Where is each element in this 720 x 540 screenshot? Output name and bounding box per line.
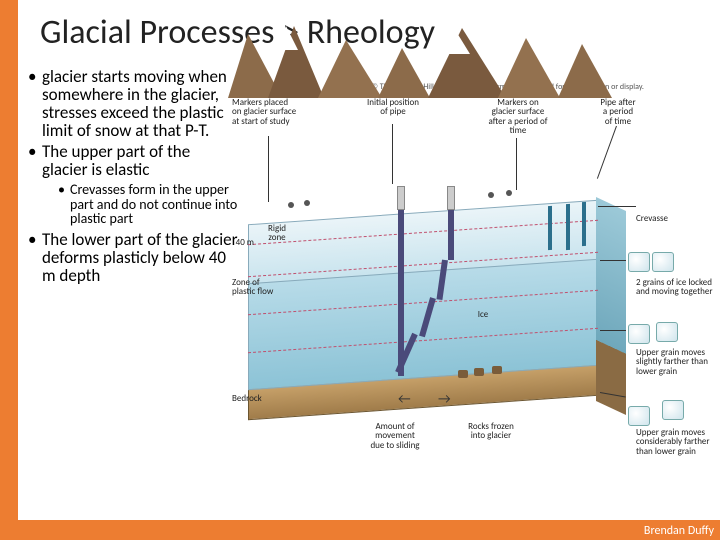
marker-2 <box>304 200 310 206</box>
rock-1 <box>458 370 468 378</box>
bullet-2: The upper part of the glacier is elastic… <box>28 143 238 227</box>
pipe-after-seg1 <box>448 210 454 260</box>
sliding-arrow-right: → <box>438 390 451 407</box>
sliding-arrow-left: ← <box>398 390 411 407</box>
leader-pipe-after <box>597 126 617 179</box>
glacier-diagram: Copyright © The McGraw-Hill Companies, I… <box>238 82 710 502</box>
rock-2 <box>474 368 484 376</box>
label-rocks-frozen: Rocks frozeninto glacier <box>456 422 526 441</box>
label-rigid: Rigidzone <box>260 224 294 243</box>
leader-initial <box>392 124 393 184</box>
rock-3 <box>492 366 502 374</box>
crevasse-3 <box>582 202 586 246</box>
label-initial-pipe: Initial positionof pipe <box>358 98 428 117</box>
leader-markers <box>268 136 269 202</box>
bullet-3: The lower part of the glacier deforms pl… <box>28 231 238 285</box>
author-name: Brendan Duffy <box>644 524 714 538</box>
bullet-2-text: The upper part of the glacier is elastic <box>42 141 190 180</box>
crevasse-pointer <box>598 206 636 207</box>
label-ice: Ice <box>468 310 498 319</box>
grain-pair-3 <box>628 402 682 426</box>
label-plastic-zone: Zone ofplastic flow <box>232 278 286 297</box>
label-bedrock: Bedrock <box>232 394 278 403</box>
leader-markers-after <box>516 138 517 190</box>
crevasse-2 <box>566 204 570 250</box>
glacier-block: ← → <box>248 212 598 412</box>
label-crevasse: Crevasse <box>636 214 692 223</box>
marker-4 <box>506 190 512 196</box>
bullet-content: glacier starts moving when somewhere in … <box>28 68 238 289</box>
bottom-accent-bar <box>0 520 720 540</box>
grain-connector-2 <box>600 330 626 331</box>
label-grains-locked: 2 grains of ice lockedand moving togethe… <box>636 278 720 297</box>
bullet-3-text: The lower part of the glacier deforms pl… <box>42 229 238 286</box>
marker-3 <box>488 192 494 198</box>
bullet-2-sub-1-text: Crevasses form in the upper part and do … <box>70 181 237 227</box>
label-markers-after: Markers onglacier surfaceafter a period … <box>478 98 558 136</box>
label-amount: Amount ofmovementdue to sliding <box>360 422 430 450</box>
label-upper-consid: Upper grain movesconsiderably farthertha… <box>636 428 720 456</box>
left-accent-bar <box>0 0 18 540</box>
grain-pair-2 <box>628 322 682 346</box>
label-pipe-after: Pipe aftera periodof time <box>588 98 648 126</box>
label-upper-slight: Upper grain movesslightly farther thanlo… <box>636 348 720 376</box>
label-40m: 40 m <box>224 238 254 247</box>
pipe-after-top <box>447 186 455 210</box>
mountains-icon <box>228 18 628 98</box>
crevasse-1 <box>548 206 552 250</box>
bullet-1-text: glacier starts moving when somewhere in … <box>42 66 227 141</box>
block-side-face <box>596 197 626 415</box>
grain-connector-1 <box>600 260 626 261</box>
bullet-1: glacier starts moving when somewhere in … <box>28 68 238 139</box>
bullet-2-sub-1: Crevasses form in the upper part and do … <box>58 183 238 227</box>
pipe-initial-top <box>397 186 405 210</box>
marker-1 <box>288 202 294 208</box>
grain-pair-1 <box>628 252 682 276</box>
label-markers: Markers placedon glacier surfaceat start… <box>232 98 318 126</box>
